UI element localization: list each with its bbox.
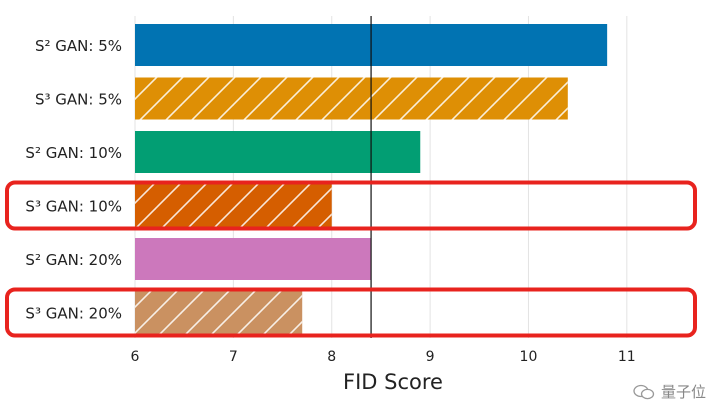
- x-tick-label-0: 6: [131, 349, 140, 365]
- x-tick-label-3: 9: [426, 349, 435, 365]
- bar-4: [135, 238, 372, 280]
- x-tick-label-2: 8: [327, 349, 336, 365]
- x-tick-label-1: 7: [229, 349, 238, 365]
- x-axis-title: FID Score: [343, 370, 443, 394]
- watermark: 量子位: [633, 381, 706, 402]
- bar-hatch-3: [135, 184, 332, 227]
- category-label-0: S² GAN: 5%: [35, 37, 122, 55]
- x-tick-label-5: 11: [618, 349, 636, 365]
- highlight-box-5: [5, 287, 697, 338]
- watermark-text: 量子位: [660, 383, 706, 401]
- category-label-5: S³ GAN: 20%: [25, 305, 122, 323]
- bar-hatch-1: [135, 77, 568, 120]
- wechat-icon: [633, 384, 655, 399]
- category-label-4: S² GAN: 20%: [25, 251, 122, 269]
- bar-hatch-5: [135, 291, 303, 334]
- category-label-1: S³ GAN: 5%: [35, 91, 122, 109]
- bar-2: [135, 131, 421, 173]
- highlight-box-3: [5, 180, 697, 231]
- x-tick-label-4: 10: [520, 349, 538, 365]
- category-label-3: S³ GAN: 10%: [25, 198, 122, 216]
- category-label-2: S² GAN: 10%: [25, 144, 122, 162]
